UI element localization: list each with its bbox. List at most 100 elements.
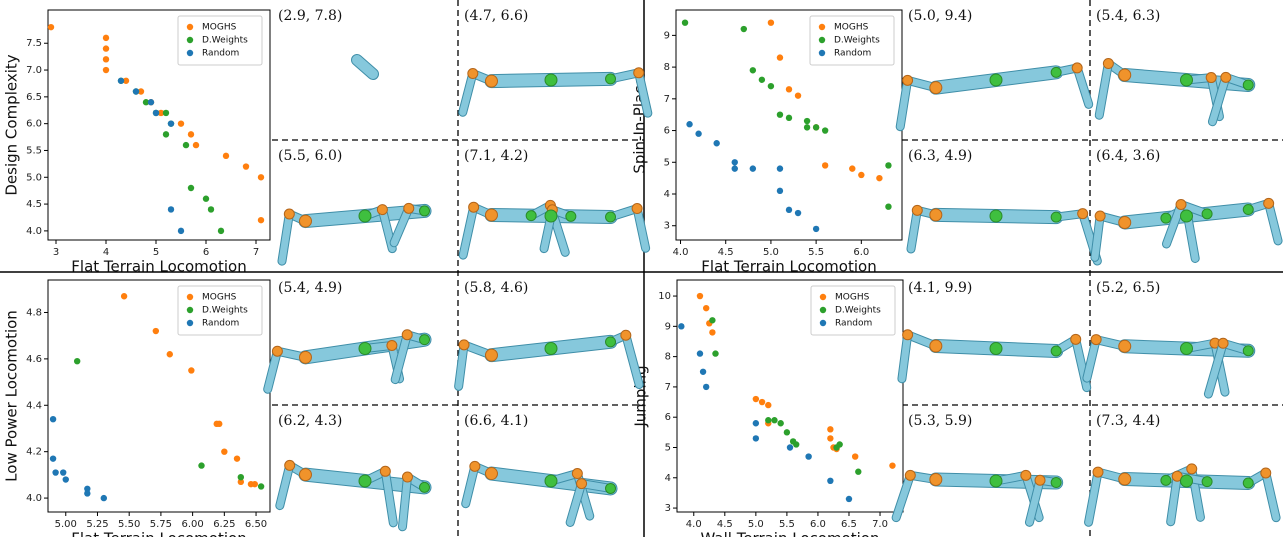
- robot-limb: [1095, 60, 1112, 119]
- x-tick-label: 6.0: [853, 247, 869, 258]
- robot-limb: [381, 467, 397, 527]
- design-label: (4.7, 6.6): [464, 8, 528, 24]
- robot-limb: [633, 205, 650, 252]
- design-label: (5.8, 4.6): [464, 280, 528, 296]
- legend-label: Random: [202, 49, 239, 59]
- robot-joint: [605, 211, 617, 223]
- y-tick-label: 3: [665, 503, 671, 514]
- robot-limb: [1204, 339, 1227, 398]
- point: [776, 111, 784, 118]
- legend-label: MOGHS: [202, 293, 237, 303]
- robot-limb: [1085, 468, 1102, 526]
- point: [102, 34, 110, 42]
- point: [836, 441, 843, 448]
- robot-joint: [1242, 79, 1254, 91]
- point: [100, 494, 108, 502]
- y-tick-label: 6: [664, 126, 670, 137]
- point: [793, 441, 800, 448]
- point: [771, 417, 778, 424]
- point: [885, 162, 892, 169]
- point: [777, 420, 784, 427]
- point: [812, 225, 820, 233]
- point: [709, 317, 716, 324]
- robot-joint: [386, 339, 398, 351]
- point: [681, 19, 689, 26]
- legend-label: D.Weights: [834, 36, 880, 46]
- x-tick-label: 6.25: [213, 519, 235, 530]
- robot-design: [263, 329, 432, 394]
- design-label: (2.9, 7.8): [278, 8, 342, 24]
- point: [198, 462, 205, 469]
- point: [167, 206, 175, 213]
- point: [152, 327, 160, 335]
- point: [257, 174, 265, 181]
- y-tick-label: 9: [664, 30, 670, 41]
- point: [122, 77, 130, 84]
- legend-label: MOGHS: [834, 23, 869, 33]
- robot-joint: [989, 342, 1003, 355]
- point: [257, 216, 265, 224]
- point: [709, 329, 716, 336]
- robot-limb: [459, 203, 478, 259]
- robot-joint: [605, 482, 617, 494]
- legend-label: Random: [835, 319, 872, 329]
- x-axis-label: Flat Terrain Locomotion: [71, 530, 246, 538]
- point: [765, 401, 772, 409]
- robot-joint: [929, 208, 943, 222]
- point: [699, 368, 707, 375]
- legend-marker: [819, 306, 827, 314]
- point: [132, 88, 140, 95]
- y-tick-label: 10: [658, 291, 671, 302]
- point: [84, 485, 91, 492]
- robot-joint: [1070, 333, 1082, 345]
- point: [821, 127, 829, 134]
- x-tick-label: 5.0: [748, 519, 764, 530]
- point: [52, 469, 59, 476]
- point: [785, 86, 793, 93]
- robot-joint: [525, 210, 537, 222]
- robot-joint: [1205, 72, 1217, 84]
- design-label: (4.1, 9.9): [908, 280, 972, 296]
- robot-joint: [401, 329, 413, 341]
- x-axis-label: Wall Terrain Locomotion: [701, 530, 880, 538]
- point: [188, 367, 195, 374]
- point: [696, 292, 704, 300]
- robot-joint: [1090, 334, 1102, 346]
- point: [102, 66, 110, 74]
- y-tick-label: 5: [664, 157, 670, 168]
- design-label: (6.3, 4.9): [908, 148, 972, 164]
- y-tick-label: 7.5: [26, 38, 42, 49]
- point: [49, 455, 57, 462]
- robot-limb: [892, 471, 914, 522]
- legend-box: [177, 15, 263, 66]
- robot-joint: [1050, 211, 1062, 223]
- legend-box: [177, 285, 263, 336]
- point: [152, 109, 160, 117]
- point: [767, 82, 775, 90]
- y-tick-label: 6.5: [26, 92, 42, 103]
- design-label: (5.3, 5.9): [908, 413, 972, 429]
- point: [147, 99, 155, 106]
- robot-limb: [907, 206, 921, 253]
- x-tick-label: 5.75: [150, 519, 172, 530]
- point: [60, 469, 67, 476]
- legend-marker: [818, 23, 826, 31]
- robot-joint: [631, 203, 643, 215]
- y-tick-label: 4.8: [26, 307, 42, 318]
- legend-label: D.Weights: [202, 36, 248, 46]
- y-tick-label: 8: [664, 62, 670, 73]
- legend-marker: [186, 293, 194, 301]
- robot-limb: [1091, 212, 1104, 261]
- x-tick-label: 3: [53, 247, 59, 258]
- x-tick-label: 4: [103, 247, 109, 258]
- point: [749, 67, 757, 74]
- robot-limb: [896, 76, 912, 131]
- robot-limb: [1167, 472, 1181, 526]
- point: [803, 117, 811, 125]
- robot-joint: [1180, 73, 1193, 87]
- point: [102, 45, 110, 52]
- point: [177, 227, 185, 235]
- robot-joint: [1175, 199, 1187, 211]
- point: [827, 426, 834, 433]
